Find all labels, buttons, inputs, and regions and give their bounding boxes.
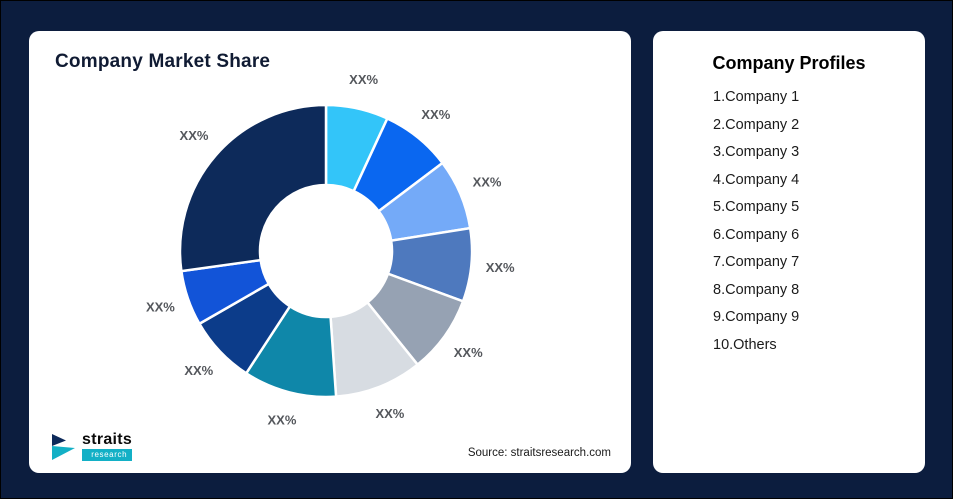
slice-label: XX%	[184, 363, 213, 378]
slice-label: XX%	[473, 175, 502, 190]
company-list-item: 10.Others	[713, 336, 777, 353]
slice-label: XX%	[267, 412, 296, 427]
logo-text: straits research	[82, 431, 133, 461]
slice-label: XX%	[486, 260, 515, 275]
slice-label: XX%	[454, 345, 483, 360]
company-list-item: 4.Company 4	[713, 171, 800, 188]
slice-label: XX%	[180, 128, 209, 143]
logo-subtitle: research	[82, 449, 133, 461]
company-list-item: 1.Company 1	[713, 89, 800, 105]
company-list-item: 5.Company 5	[713, 199, 800, 215]
donut-segment	[178, 103, 328, 273]
profiles-title: Company Profiles	[712, 53, 866, 73]
slice-label: XX%	[375, 406, 404, 421]
company-list-item: 3.Company 3	[713, 144, 800, 160]
straits-research-logo: straits research	[49, 431, 133, 461]
logo-name: straits	[82, 431, 133, 448]
market-share-card: XX% XX% XX% XX% XX% XX% XX% XX% XX% XX% Company M…	[29, 31, 631, 473]
chart-title: Company Market Share	[55, 51, 271, 72]
company-list-item: 7.Company 7	[713, 254, 800, 270]
straits-logo-icon	[52, 433, 75, 460]
company-profiles-card: Company Profiles 1.Company 1 2.Company 2 3…	[653, 31, 925, 473]
slice-label: XX%	[349, 72, 378, 87]
company-list-item: 2.Company 2	[713, 116, 800, 133]
source-text: Source: straitsresearch.com	[467, 447, 611, 459]
company-list-item: 6.Company 6	[713, 226, 800, 243]
company-list-item: 8.Company 8	[713, 281, 800, 298]
donut-chart: XX% XX% XX% XX% XX% XX% XX% XX% XX% XX%	[146, 72, 515, 427]
company-list-item: 9.Company 9	[713, 309, 800, 325]
company-profiles-list: 1.Company 1 2.Company 2 3.Company 3 4.Compa…	[653, 90, 925, 352]
slice-label: XX%	[146, 300, 175, 315]
slice-label: XX%	[421, 107, 450, 122]
